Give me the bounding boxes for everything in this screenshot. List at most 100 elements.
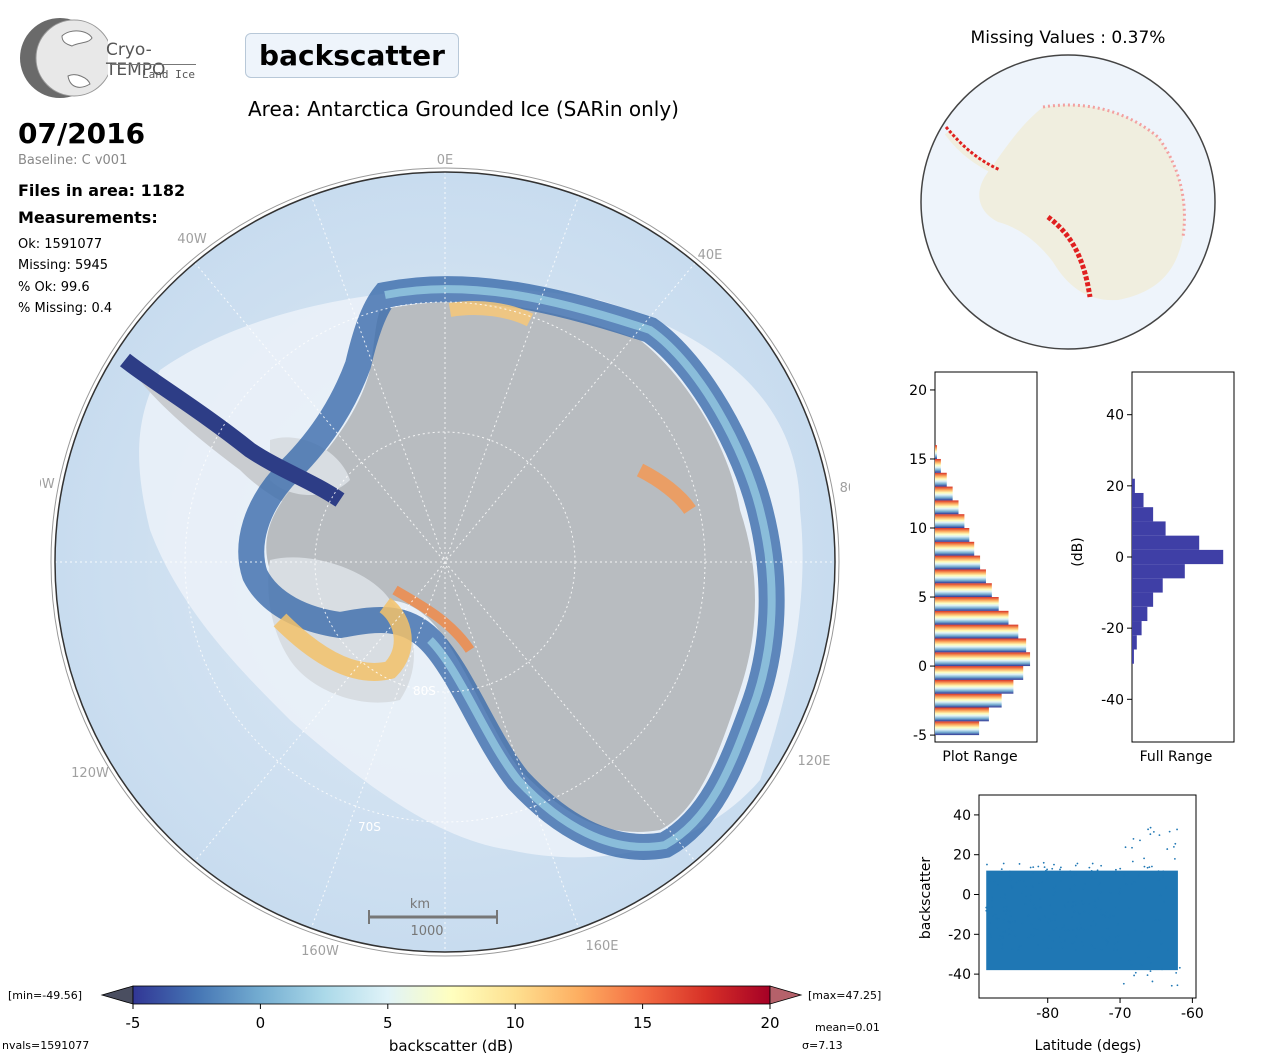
scatter-point [1096,869,1099,872]
scatter-point [1009,879,1012,882]
plot-range-bar [935,666,1024,680]
swath-warm-2 [636,463,696,515]
scatter-point [1067,929,1070,932]
scatter-point [988,933,991,936]
scatter-point [1126,872,1129,875]
scatter-point [1116,923,1119,926]
lon-label-160w: 160W [301,944,339,959]
scatter-point [987,927,990,930]
scatter-point [1054,913,1057,916]
scatter-point [1014,934,1017,937]
scatter-xtick-label: -80 [1036,1006,1059,1022]
scatter-point [1176,828,1178,831]
colorbar-tick-label: 15 [633,1014,652,1032]
scatter-point [1175,971,1178,974]
scatter-point [1167,948,1169,951]
scatter-point [1162,875,1165,877]
scatter-point [1067,901,1070,903]
scatter-point [1074,864,1077,867]
scatter-point [1109,891,1112,894]
scatter-point [1162,870,1165,873]
scatter-point [1053,863,1055,866]
scatter-point [990,905,993,908]
scatter-point [1064,939,1066,942]
mini-peninsula [944,129,1000,176]
scatter-point [1125,883,1128,886]
plot-range-tick-label: 20 [909,383,927,399]
baseline-label: Baseline: C v001 [18,153,128,168]
colorbar-min-label: [min=-49.56] [8,989,82,1002]
scatter-point [1005,913,1008,916]
scatter-point [1143,865,1146,868]
scatter-point [1027,914,1030,917]
scatter-point [1059,941,1062,944]
scatter-ytick-label: -40 [948,967,971,983]
scatter-point [1051,867,1054,870]
scatter-point [1052,894,1055,896]
scatter-point [1139,963,1142,966]
scatter-point [1093,904,1096,906]
plot-range-bar [935,555,981,570]
scatter-point [1101,936,1104,939]
scatter-point [1130,964,1133,966]
variable-title: backscatter [245,33,459,78]
scatter-point [1037,865,1040,868]
scatter-point [1074,900,1077,903]
scatter-point [1114,935,1116,938]
scale-bar: km 1000 [368,897,498,939]
plot-range-bar [935,569,986,584]
scatter-point [1008,870,1011,873]
scatter-point [1108,936,1111,939]
full-range-tick-label: -40 [1101,692,1124,708]
scatter-point [998,938,1001,941]
full-range-bar [1132,606,1148,622]
scatter-point [1090,924,1092,927]
lon-label-40w: 40W [177,232,207,247]
scatter-point [1011,877,1014,880]
logo: Cryo-TEMPO Land Ice [18,16,198,100]
scatter-point [1123,874,1125,877]
logo-sub: Land Ice [142,68,195,81]
plot-range-bar [935,514,965,529]
scatter-point [1046,947,1049,950]
scatter-point [1052,929,1055,931]
scatter-point [985,906,988,909]
scatter-point [1075,873,1078,876]
colorbar-max-extend [769,985,803,1005]
scatter-point [1044,869,1047,872]
scatter-point [1005,909,1008,912]
scatter-point [1102,914,1105,917]
full-range-xlabel: Full Range [1140,749,1213,765]
scatter-point [1094,923,1097,926]
plot-range-bar [935,707,989,722]
scatter-point [994,913,997,916]
scatter-point [1088,912,1091,915]
lon-label-0e: 0E [437,153,454,168]
scatter-points [985,826,1181,987]
scatter-point [1105,943,1108,946]
scatter-point [1082,902,1085,905]
lon-label-80e: 80E [840,481,850,496]
mini-continent [979,105,1185,301]
full-range-bar [1132,592,1154,607]
scatter-point [1002,862,1005,865]
scatter-point [991,896,993,899]
lon-label-120e: 120E [797,754,830,769]
scatter-point [1133,974,1135,977]
scatter-point [1126,934,1129,937]
scatter-point [1114,905,1117,908]
stat-sigma: σ=7.13 [802,1039,843,1052]
scatter-point [1115,868,1117,871]
scatter-point [1074,949,1077,951]
colorbar-gradient [132,985,771,1005]
scatter-point [1150,961,1152,964]
scatter-point [991,899,993,902]
scatter-point [1059,866,1062,869]
scatter-point [1029,866,1032,869]
scatter-point [1100,949,1103,951]
scatter-point [999,935,1001,937]
plot-range-bar [935,597,999,611]
scatter-point [1018,879,1021,882]
scatter-point [1094,906,1097,909]
full-range-bar [1132,635,1137,650]
